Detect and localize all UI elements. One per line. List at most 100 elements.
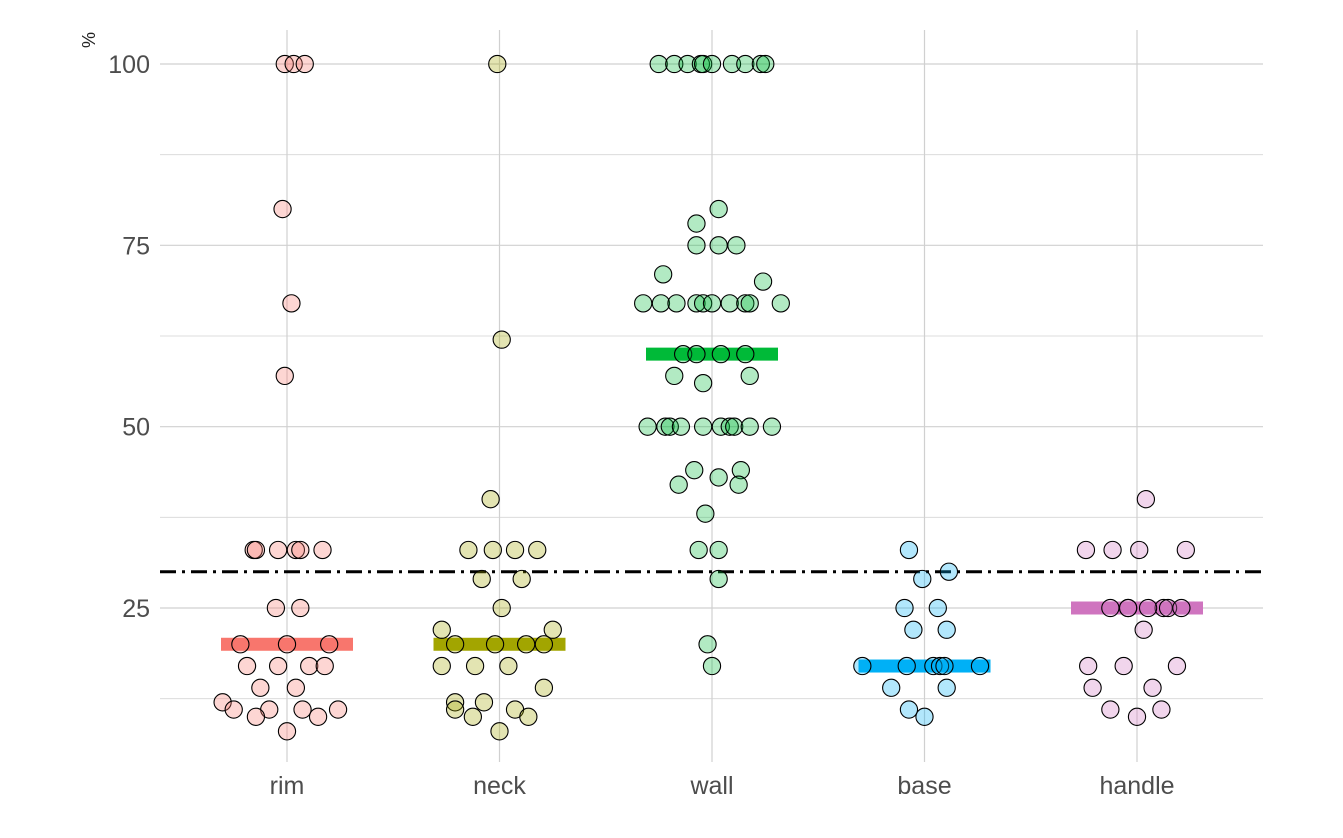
- data-point-wall: [762, 417, 782, 436]
- data-point-neck: [528, 540, 547, 560]
- data-point-rim: [313, 540, 332, 560]
- data-point-handle: [1127, 707, 1147, 726]
- data-point-wall: [665, 366, 684, 386]
- data-point-handle: [1154, 598, 1173, 618]
- data-point-wall: [678, 54, 697, 74]
- data-point-wall: [687, 344, 706, 364]
- data-point-rim: [291, 598, 310, 618]
- data-point-wall: [709, 199, 728, 219]
- data-point-neck: [465, 656, 485, 676]
- data-point-handle: [1076, 540, 1096, 560]
- data-point-wall: [687, 236, 706, 255]
- data-point-neck: [516, 635, 536, 654]
- data-point-wall: [709, 569, 728, 589]
- data-point-handle: [1101, 700, 1120, 719]
- data-point-base: [853, 656, 872, 676]
- data-point-wall: [702, 294, 722, 313]
- x-tick-label-neck: neck: [473, 772, 526, 800]
- data-point-wall: [665, 54, 684, 74]
- data-point-wall: [656, 417, 675, 436]
- data-point-base: [930, 656, 950, 676]
- data-point-neck: [534, 635, 554, 654]
- x-tick-label-base: base: [897, 772, 951, 800]
- data-point-neck: [512, 569, 531, 589]
- y-tick-label: 25: [122, 595, 150, 623]
- data-point-base: [895, 598, 914, 618]
- data-point-neck: [505, 540, 525, 560]
- data-point-wall: [634, 294, 653, 313]
- data-point-handle: [1101, 598, 1120, 618]
- data-point-wall: [669, 475, 688, 494]
- data-point-wall: [731, 461, 751, 480]
- data-point-base: [939, 562, 959, 581]
- data-point-rim: [284, 54, 303, 74]
- data-point-neck: [445, 700, 465, 719]
- data-point-neck: [432, 656, 451, 676]
- data-point-rim: [328, 700, 348, 719]
- data-point-base: [882, 678, 901, 697]
- data-point-base: [913, 569, 932, 589]
- data-point-wall: [673, 344, 693, 364]
- data-point-wall: [702, 656, 722, 676]
- data-point-wall: [702, 54, 722, 74]
- data-point-wall: [740, 366, 759, 386]
- data-point-wall: [725, 417, 744, 436]
- median-bar-rim: [221, 637, 353, 651]
- data-point-rim: [277, 722, 297, 741]
- x-tick-label-handle: handle: [1099, 772, 1174, 800]
- data-point-base: [899, 700, 919, 719]
- data-point-base: [937, 620, 956, 639]
- data-point-rim: [295, 54, 314, 74]
- data-point-wall: [696, 504, 715, 523]
- data-point-wall: [649, 54, 668, 74]
- data-point-wall: [709, 540, 728, 560]
- y-axis-label: %: [79, 32, 99, 48]
- y-tick-label: 75: [122, 232, 150, 260]
- data-point-wall: [722, 54, 742, 74]
- data-point-handle: [1172, 598, 1191, 618]
- data-point-neck: [474, 693, 494, 712]
- data-point-handle: [1138, 598, 1158, 618]
- data-point-wall: [740, 294, 759, 313]
- data-point-handle: [1079, 656, 1098, 676]
- data-point-neck: [488, 54, 507, 74]
- median-bar-neck: [433, 637, 566, 651]
- data-point-base: [897, 656, 916, 676]
- data-point-neck: [481, 490, 500, 509]
- data-point-rim: [273, 199, 292, 219]
- data-point-rim: [231, 635, 250, 654]
- data-point-handle: [1167, 656, 1187, 676]
- data-point-neck: [490, 722, 509, 741]
- data-point-neck: [519, 707, 538, 726]
- data-point-wall: [711, 344, 731, 364]
- x-tick-label-rim: rim: [270, 772, 305, 800]
- data-point-wall: [698, 635, 717, 654]
- data-point-wall: [736, 294, 755, 313]
- data-point-wall: [720, 294, 739, 313]
- data-point-neck: [534, 678, 554, 697]
- data-point-rim: [268, 656, 288, 676]
- data-point-base: [924, 656, 943, 676]
- data-point-neck: [492, 598, 511, 618]
- data-point-handle: [1130, 540, 1149, 560]
- y-tick-label: 100: [108, 51, 150, 79]
- data-point-handle: [1152, 700, 1171, 719]
- data-point-base: [904, 620, 923, 639]
- data-point-rim: [320, 635, 339, 654]
- data-point-rim: [277, 635, 297, 654]
- data-point-wall: [671, 417, 691, 436]
- data-point-rim: [246, 707, 266, 726]
- data-point-rim: [315, 656, 334, 676]
- data-point-neck: [492, 330, 511, 349]
- data-point-base: [970, 656, 990, 676]
- data-point-rim: [266, 598, 286, 618]
- data-point-base: [915, 707, 934, 726]
- data-point-base: [935, 656, 954, 676]
- data-point-neck: [432, 620, 451, 639]
- data-point-handle: [1143, 678, 1162, 697]
- data-point-rim: [300, 656, 319, 676]
- data-point-wall: [771, 294, 790, 313]
- data-point-base: [928, 598, 947, 618]
- data-point-handle: [1114, 656, 1133, 676]
